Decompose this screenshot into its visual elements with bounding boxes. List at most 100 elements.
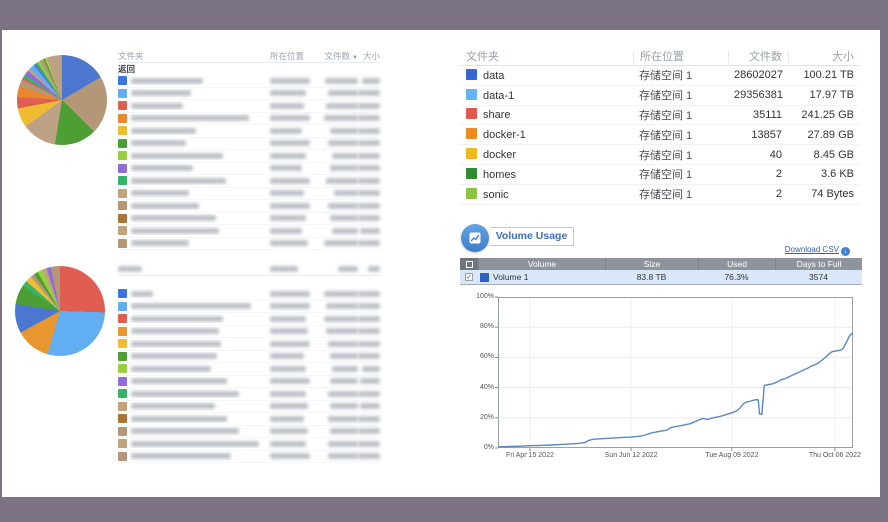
folder-location: 存储空间 1 — [639, 149, 693, 162]
folder-size: 27.89 GB — [807, 128, 854, 141]
redacted-text — [270, 115, 310, 122]
column-header-size[interactable]: 大小 — [362, 51, 380, 61]
redacted-text — [358, 140, 380, 147]
folder-filecount: 40 — [769, 148, 782, 161]
folder-row[interactable]: docker 存储空间 1 40 8.45 GB — [460, 145, 860, 165]
volume-usage-title: Volume Usage — [490, 227, 574, 246]
folder-row[interactable]: homes 存储空间 1 2 3.6 KB — [460, 165, 860, 185]
redacted-text — [270, 127, 302, 134]
folder-filecount: 28602027 — [734, 69, 783, 82]
folder-row[interactable] — [118, 288, 380, 301]
folder-row[interactable] — [118, 351, 380, 363]
folder-row[interactable] — [118, 313, 380, 326]
redacted-text — [131, 190, 189, 197]
redacted-text — [131, 340, 221, 347]
back-row[interactable]: 返回 — [118, 64, 136, 74]
folder-location: 存储空间 1 — [639, 189, 693, 202]
volume-table: Volume Size Used Days to Full ✓ Volume 1… — [460, 258, 862, 285]
folder-row[interactable] — [118, 413, 380, 426]
column-header-used[interactable]: Used — [698, 258, 775, 270]
folder-row[interactable] — [118, 163, 380, 175]
redacted-text — [326, 177, 358, 184]
x-tick-label: Tue Aug 09 2022 — [705, 452, 759, 459]
select-all-checkbox[interactable] — [460, 258, 478, 270]
folder-row[interactable] — [118, 100, 380, 113]
folder-row[interactable] — [118, 388, 380, 401]
folder-color-swatch — [466, 187, 477, 199]
back-row-blurred[interactable] — [118, 276, 380, 288]
folder-row[interactable] — [118, 326, 380, 338]
folder-color-swatch — [118, 213, 127, 223]
folder-filecount: 35111 — [753, 108, 782, 121]
folder-rows — [118, 288, 380, 463]
folder-row[interactable] — [118, 338, 380, 351]
redacted-text — [358, 290, 380, 297]
folder-location: 存储空间 1 — [639, 90, 693, 103]
redacted-text — [131, 328, 219, 335]
download-icon[interactable]: ↓ — [841, 247, 850, 256]
redacted-text — [358, 115, 380, 122]
folder-row[interactable] — [118, 88, 380, 100]
folder-row[interactable]: data-1 存储空间 1 29356381 17.97 TB — [460, 86, 860, 106]
volume-days-to-full: 3574 — [809, 272, 828, 282]
column-header-filecount[interactable]: 文件数 — [728, 50, 788, 63]
redacted-text — [328, 415, 358, 422]
folder-row[interactable] — [118, 363, 380, 376]
folder-list-table-top: 文件夹 所在位置 文件数 ▼ 大小 返回 — [118, 50, 380, 250]
redacted-text — [328, 90, 358, 97]
row-checkbox-cell[interactable]: ✓ — [460, 270, 478, 284]
redacted-text — [326, 303, 358, 310]
folder-row[interactable] — [118, 451, 380, 463]
redacted-text — [270, 77, 310, 84]
folder-color-swatch — [118, 238, 127, 248]
redacted-text — [270, 215, 306, 222]
folder-row[interactable] — [118, 125, 380, 138]
redacted-text — [328, 440, 358, 447]
column-header-size[interactable]: Size — [605, 258, 698, 270]
folder-row[interactable] — [118, 213, 380, 225]
folder-size: 74 Bytes — [811, 188, 854, 201]
column-header-volume[interactable]: Volume — [478, 258, 605, 270]
volume-row[interactable]: ✓ Volume 1 83.8 TB 76.3% 3574 — [460, 270, 862, 284]
folder-row[interactable]: docker-1 存储空间 1 13857 27.89 GB — [460, 125, 860, 146]
folder-row[interactable]: share 存储空间 1 35111 241.25 GB — [460, 106, 860, 126]
download-csv-link[interactable]: Download CSV ↓ — [740, 245, 850, 256]
folder-row[interactable] — [118, 401, 380, 413]
folder-row[interactable] — [118, 188, 380, 200]
column-header-days-to-full[interactable]: Days to Full — [775, 258, 862, 270]
folder-row[interactable] — [118, 376, 380, 388]
column-header-location[interactable]: 所在位置 — [633, 50, 728, 63]
folder-row[interactable]: data 存储空间 1 28602027 100.21 TB — [460, 66, 860, 86]
column-header-filecount[interactable]: 文件数 ▼ — [320, 50, 358, 62]
folder-row[interactable] — [118, 426, 380, 438]
column-header-folder[interactable]: 文件夹 — [466, 50, 499, 63]
folder-row[interactable] — [118, 438, 380, 451]
redacted-text — [270, 365, 306, 372]
download-csv-label[interactable]: Download CSV — [784, 245, 839, 254]
redacted-text — [358, 177, 380, 184]
folder-row[interactable] — [118, 225, 380, 238]
folder-row[interactable] — [118, 175, 380, 188]
folder-row[interactable] — [118, 75, 380, 88]
table-header: 文件夹 所在位置 文件数 ▼ 大小 — [118, 50, 380, 63]
folder-row[interactable] — [118, 113, 380, 125]
folder-row[interactable] — [118, 138, 380, 150]
redacted-text — [358, 390, 380, 397]
folder-name-cell: sonic — [460, 187, 633, 201]
redacted-text — [330, 165, 358, 172]
folder-row[interactable] — [118, 200, 380, 213]
folder-row[interactable] — [118, 238, 380, 250]
column-header-location[interactable]: 所在位置 — [270, 51, 305, 61]
folder-name-cell: homes — [460, 167, 633, 181]
column-header-size[interactable]: 大小 — [788, 50, 860, 63]
folder-name-cell: docker — [460, 148, 633, 161]
folder-filecount: 2 — [775, 188, 782, 201]
redacted-text — [131, 127, 196, 134]
folder-row[interactable]: sonic 存储空间 1 2 74 Bytes — [460, 185, 860, 205]
redacted-text — [360, 378, 380, 385]
folder-usage-pie-chart-top — [17, 55, 107, 145]
folder-row[interactable] — [118, 150, 380, 163]
redacted-text — [118, 266, 142, 272]
column-header-folder[interactable]: 文件夹 — [118, 51, 144, 61]
folder-row[interactable] — [118, 301, 380, 313]
